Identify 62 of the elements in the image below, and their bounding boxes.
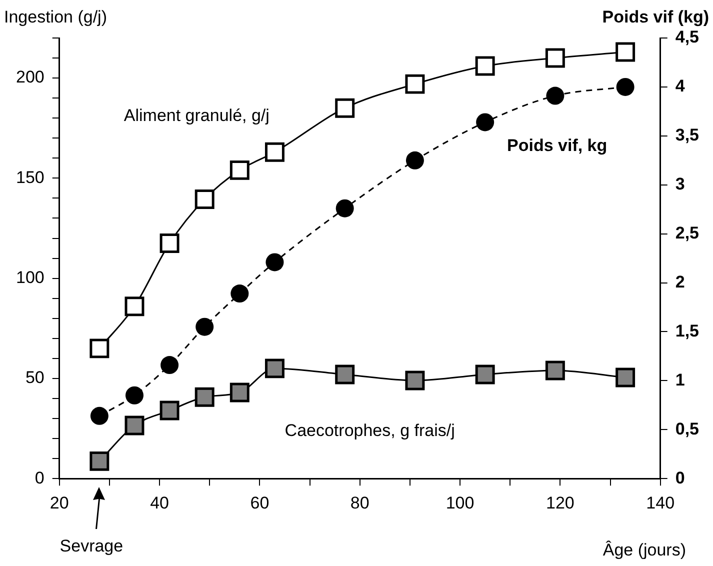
point [124,416,144,436]
point [230,382,250,402]
point [194,387,214,407]
point [264,142,284,162]
point [405,74,425,94]
series-label: Aliment granulé, g/j [124,106,270,125]
point [194,189,214,209]
point [264,358,284,378]
point [545,48,565,68]
x-tick-label: 100 [446,493,474,512]
point [335,98,355,118]
point [406,151,424,170]
point [616,42,636,62]
y-tick-label: 150 [16,168,44,187]
point [545,360,565,380]
y2-tick-label: 2,5 [675,224,700,243]
y2-tick-label: 1 [675,370,685,390]
point [616,78,634,96]
text: Sevrage [60,536,124,556]
point [90,406,108,425]
point [196,318,214,336]
point [616,368,636,388]
x-tick-label: 20 [50,493,69,512]
text: Caecotrophes, g frais/j [284,421,455,440]
point [546,86,564,105]
point [405,370,425,390]
y-axis-title: Ingestion (g/j) [4,8,107,27]
y2-axis-title: Poids vif (kg) [602,8,709,27]
x-tick-label: 60 [250,493,270,512]
y2-tick-label: 4,5 [675,28,700,47]
point [90,451,110,471]
y2-tick-label: 0,5 [675,419,700,438]
point [335,364,355,384]
y2-tick-label: 2 [675,272,685,292]
point [230,284,249,303]
point [336,199,354,218]
x-tick-label: 40 [150,493,169,512]
point [160,400,180,420]
y2-tick-label: 1,5 [675,321,700,340]
series-label: Poids vif, kg [507,136,608,155]
y-tick-label: 200 [16,68,44,87]
point [266,253,284,272]
x-tick-label: 140 [646,493,675,512]
y2-tick-label: 0 [675,468,685,488]
y2-tick-label: 3 [675,174,685,194]
y-tick-label: 50 [25,368,44,388]
point [475,364,495,384]
point [475,56,495,76]
x-tick-label: 80 [350,493,370,512]
x-tick-label: 120 [546,493,574,512]
y2-tick-label: 4 [675,76,686,96]
point [476,113,494,132]
y-tick-label: 100 [16,268,44,288]
y2-tick-label: 3,5 [675,126,700,145]
point [160,234,180,254]
point [124,296,144,316]
point [125,386,144,404]
y-tick-label: 0 [34,468,44,488]
x-axis-title: Âge (jours) [602,540,686,560]
point [160,356,179,374]
point [90,338,110,358]
point [230,160,250,180]
